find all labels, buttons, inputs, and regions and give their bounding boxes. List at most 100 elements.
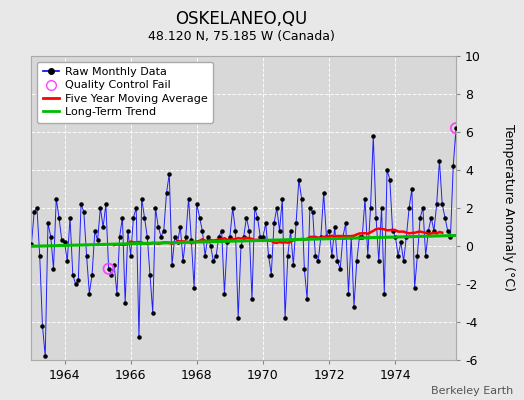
- Point: [193, 201, 201, 207]
- Point: [413, 252, 422, 259]
- Point: [38, 322, 47, 329]
- Point: [294, 176, 303, 183]
- Point: [322, 233, 331, 240]
- Point: [344, 290, 353, 297]
- Point: [27, 241, 36, 247]
- Point: [438, 201, 446, 207]
- Text: 48.120 N, 75.185 W (Canada): 48.120 N, 75.185 W (Canada): [148, 30, 334, 43]
- Point: [184, 195, 193, 202]
- Point: [314, 258, 322, 264]
- Point: [250, 205, 259, 211]
- Point: [93, 237, 102, 244]
- Point: [231, 228, 239, 234]
- Point: [380, 290, 388, 297]
- Point: [234, 315, 243, 322]
- Point: [298, 195, 306, 202]
- Point: [512, 271, 521, 278]
- Point: [30, 209, 38, 215]
- Point: [226, 233, 234, 240]
- Point: [410, 285, 419, 291]
- Point: [309, 209, 317, 215]
- Point: [405, 205, 413, 211]
- Point: [441, 214, 449, 221]
- Point: [168, 262, 176, 268]
- Point: [507, 195, 515, 202]
- Point: [55, 214, 63, 221]
- Point: [493, 205, 501, 211]
- Point: [253, 214, 261, 221]
- Point: [325, 228, 333, 234]
- Point: [267, 271, 276, 278]
- Point: [391, 233, 399, 240]
- Point: [33, 205, 41, 211]
- Point: [432, 201, 441, 207]
- Point: [289, 262, 298, 268]
- Point: [355, 233, 364, 240]
- Point: [248, 296, 256, 302]
- Point: [44, 220, 52, 226]
- Point: [160, 228, 168, 234]
- Point: [113, 290, 121, 297]
- Point: [452, 125, 460, 131]
- Point: [272, 205, 281, 211]
- Point: [91, 228, 99, 234]
- Point: [259, 233, 267, 240]
- Point: [292, 220, 300, 226]
- Point: [204, 233, 212, 240]
- Point: [477, 252, 485, 259]
- Point: [140, 214, 149, 221]
- Point: [361, 195, 369, 202]
- Point: [452, 125, 460, 131]
- Point: [336, 266, 344, 272]
- Point: [504, 300, 512, 306]
- Point: [102, 201, 110, 207]
- Point: [190, 285, 198, 291]
- Point: [151, 205, 160, 211]
- Point: [176, 224, 184, 230]
- Point: [77, 201, 85, 207]
- Point: [278, 195, 287, 202]
- Y-axis label: Temperature Anomaly (°C): Temperature Anomaly (°C): [501, 124, 515, 292]
- Point: [85, 290, 93, 297]
- Point: [383, 167, 391, 173]
- Legend: Raw Monthly Data, Quality Control Fail, Five Year Moving Average, Long-Term Tren: Raw Monthly Data, Quality Control Fail, …: [37, 62, 213, 123]
- Point: [377, 205, 386, 211]
- Point: [416, 214, 424, 221]
- Point: [66, 214, 74, 221]
- Point: [386, 176, 394, 183]
- Point: [430, 228, 438, 234]
- Point: [261, 220, 270, 226]
- Point: [375, 258, 383, 264]
- Point: [419, 205, 427, 211]
- Point: [165, 170, 173, 177]
- Point: [339, 233, 347, 240]
- Text: Berkeley Earth: Berkeley Earth: [431, 386, 514, 396]
- Point: [129, 214, 138, 221]
- Point: [394, 252, 402, 259]
- Point: [333, 258, 342, 264]
- Point: [408, 186, 416, 192]
- Point: [124, 228, 132, 234]
- Point: [195, 214, 204, 221]
- Point: [479, 258, 488, 264]
- Point: [270, 220, 278, 226]
- Point: [316, 233, 325, 240]
- Point: [96, 205, 105, 211]
- Text: OSKELANEO,QU: OSKELANEO,QU: [175, 10, 307, 28]
- Point: [463, 252, 471, 259]
- Point: [435, 157, 444, 164]
- Point: [471, 233, 479, 240]
- Point: [107, 271, 116, 278]
- Point: [466, 258, 474, 264]
- Point: [421, 252, 430, 259]
- Point: [449, 163, 457, 170]
- Point: [146, 271, 154, 278]
- Point: [358, 233, 366, 240]
- Point: [217, 228, 226, 234]
- Point: [154, 224, 162, 230]
- Point: [239, 233, 248, 240]
- Point: [305, 205, 314, 211]
- Point: [74, 277, 82, 283]
- Point: [126, 252, 135, 259]
- Point: [115, 233, 124, 240]
